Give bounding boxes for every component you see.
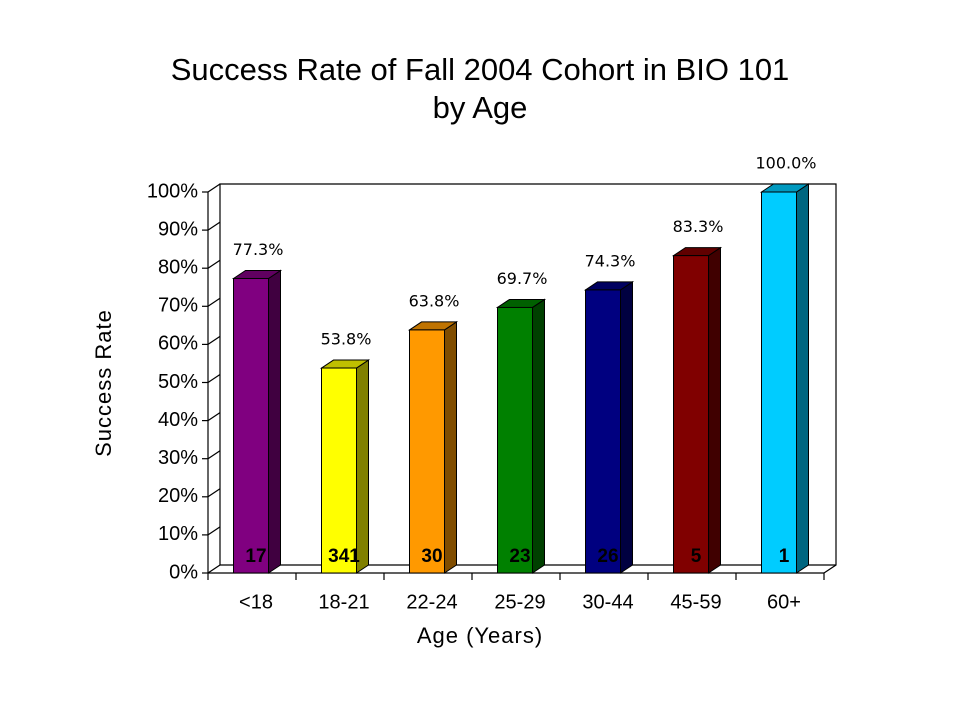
bar <box>409 329 445 574</box>
bar <box>761 191 797 574</box>
y-tick-diagonal <box>207 221 221 231</box>
bar <box>321 367 357 574</box>
y-tick-label: 100% <box>147 180 198 202</box>
y-tick-label: 10% <box>158 523 198 545</box>
bar <box>673 255 709 574</box>
value-label: 63.8% <box>409 291 460 310</box>
bar-side <box>708 246 721 574</box>
count-label: 1 <box>779 546 790 567</box>
y-tick-label: 0% <box>169 561 198 583</box>
count-label: 17 <box>245 546 266 567</box>
value-label: 69.7% <box>497 269 548 288</box>
y-tick-diagonal <box>207 259 221 269</box>
y-tick-diagonal <box>207 297 221 307</box>
x-axis-title: Age (Years) <box>417 623 543 648</box>
x-tick-label: 60+ <box>767 591 801 613</box>
value-label: 100.0% <box>755 154 816 173</box>
count-label: 23 <box>509 546 530 567</box>
count-label: 30 <box>421 546 442 567</box>
value-label: 83.3% <box>673 217 724 236</box>
y-tick-diagonal <box>207 526 221 536</box>
bar <box>585 289 621 574</box>
y-tick-label: 40% <box>158 409 198 431</box>
count-label: 26 <box>597 546 618 567</box>
y-tick-label: 60% <box>158 333 198 355</box>
x-tick-label: <18 <box>239 591 273 613</box>
bar <box>233 277 269 574</box>
y-tick-diagonal <box>207 374 221 383</box>
y-tick-label: 70% <box>158 295 198 317</box>
bar-side <box>532 298 545 574</box>
y-tick-label: 30% <box>158 447 198 469</box>
value-label: 74.3% <box>585 251 636 270</box>
x-tick-label: 30-44 <box>582 591 633 613</box>
y-tick-diagonal <box>207 564 221 574</box>
y-tick-diagonal <box>207 183 221 193</box>
bar-side <box>356 359 369 574</box>
y-tick-diagonal <box>207 412 221 422</box>
y-axis-title: Success Rate <box>91 309 116 457</box>
bar <box>497 306 533 574</box>
y-tick-diagonal <box>207 450 221 460</box>
value-label: 77.3% <box>233 240 284 259</box>
back-wall <box>219 183 837 574</box>
bar-side <box>620 280 633 574</box>
bar-side <box>268 269 281 574</box>
chart-title: Success Rate of Fall 2004 Cohort in BIO … <box>171 52 790 87</box>
x-tick-label: 22-24 <box>406 591 457 613</box>
y-tick-label: 80% <box>158 256 198 278</box>
x-tick-label: 18-21 <box>318 591 369 613</box>
y-tick-label: 90% <box>158 218 198 240</box>
bar-side <box>444 320 457 574</box>
count-label: 341 <box>328 546 360 567</box>
y-tick-diagonal <box>207 335 221 345</box>
x-tick-label: 45-59 <box>670 591 721 613</box>
value-label: 53.8% <box>321 330 372 349</box>
count-label: 5 <box>691 546 702 567</box>
y-tick-label: 20% <box>158 485 198 507</box>
y-tick-diagonal <box>207 488 221 498</box>
y-tick-label: 50% <box>158 371 198 393</box>
x-tick-label: 25-29 <box>494 591 545 613</box>
chart-title: by Age <box>433 90 528 125</box>
bar-side <box>796 183 809 574</box>
